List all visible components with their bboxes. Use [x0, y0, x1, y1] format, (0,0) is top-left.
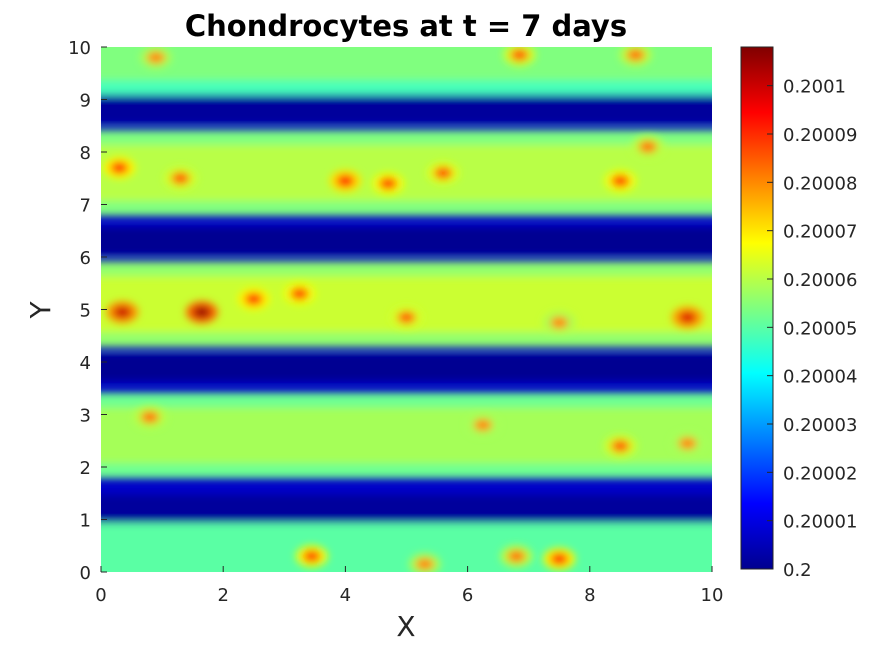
- y-tick-label-3: 3: [80, 406, 91, 427]
- colorbar-tick-label-7: 0.20007: [783, 222, 857, 243]
- y-axis-ticks: 0 1 2 3 4 5 6 7 8 9 10: [68, 38, 107, 584]
- heat-trough-0: [101, 495, 712, 523]
- colorbar-tick-label-2: 0.20002: [783, 463, 857, 484]
- colorbar-tick-label-8: 0.20008: [783, 173, 857, 194]
- hotspot-2: [244, 293, 263, 305]
- hotspot-7: [110, 161, 129, 174]
- x-tick-label-4: 8: [584, 585, 595, 606]
- colorbar-tick-label-3: 0.20003: [783, 415, 857, 436]
- hotspot-21: [550, 552, 569, 565]
- hotspot-0: [113, 306, 132, 319]
- x-tick-label-5: 10: [701, 585, 724, 606]
- colorbar-tick-label-5: 0.20005: [783, 318, 857, 339]
- hotspot-11: [434, 167, 453, 179]
- heatmap-plot-area: [101, 47, 712, 572]
- y-tick-label-5: 5: [80, 301, 91, 322]
- colorbar-frame: [740, 46, 774, 570]
- x-tick-label-3: 6: [462, 585, 473, 606]
- colorbar-tick-label-9: 0.20009: [783, 125, 857, 146]
- y-tick-label-1: 1: [80, 511, 91, 532]
- hotspot-10: [379, 177, 398, 190]
- y-tick-label-8: 8: [80, 143, 91, 164]
- heat-trough-1: [101, 353, 712, 382]
- heat-band-core-4: [101, 47, 712, 81]
- hotspot-12: [611, 174, 630, 187]
- y-axis-label: Y: [24, 301, 57, 320]
- heat-trough-3: [101, 96, 712, 124]
- colorbar: 0.2 0.20001 0.20002 0.20003 0.20004 0.20005 0.…: [740, 46, 857, 581]
- hotspot-3: [290, 287, 309, 300]
- hotspot-6: [550, 316, 569, 329]
- hotspot-19: [611, 440, 630, 452]
- x-axis-label: X: [396, 610, 415, 643]
- colorbar-tick-label-6: 0.20006: [783, 270, 857, 291]
- colorbar-ticks: 0.2 0.20001 0.20002 0.20003 0.20004 0.20005 0.…: [767, 77, 857, 581]
- hotspot-9: [336, 174, 355, 187]
- heatmap-bands: [101, 47, 712, 572]
- colorbar-tick-label-10: 0.2001: [783, 77, 846, 98]
- colorbar-gradient: [741, 47, 773, 569]
- heat-trough-2: [101, 227, 712, 256]
- hotspot-24: [415, 558, 434, 571]
- y-tick-label-0: 0: [80, 563, 91, 584]
- y-tick-label-6: 6: [80, 248, 91, 269]
- x-axis-ticks: 0 2 4 6 8 10: [95, 566, 723, 606]
- x-tick-label-0: 0: [95, 585, 106, 606]
- hotspot-13: [638, 140, 657, 153]
- y-tick-label-2: 2: [80, 458, 91, 479]
- chart-title: Chondrocytes at t = 7 days: [185, 9, 627, 43]
- heatmap-hotspots: [103, 47, 704, 572]
- y-tick-label-10: 10: [68, 38, 91, 59]
- hotspot-8: [171, 172, 190, 185]
- hotspot-15: [626, 48, 645, 61]
- hotspot-22: [507, 550, 526, 563]
- hotspot-17: [140, 411, 159, 424]
- x-tick-label-1: 2: [217, 585, 228, 606]
- heat-band-core-0: [101, 523, 712, 572]
- colorbar-tick-label-4: 0.20004: [783, 367, 857, 388]
- hotspot-23: [302, 550, 321, 563]
- x-tick-label-2: 4: [340, 585, 351, 606]
- y-tick-label-4: 4: [80, 353, 91, 374]
- y-tick-label-9: 9: [80, 91, 91, 112]
- y-tick-label-7: 7: [80, 196, 91, 217]
- hotspot-4: [397, 311, 416, 324]
- colorbar-tick-label-1: 0.20001: [783, 512, 857, 533]
- hotspot-18: [473, 419, 492, 431]
- hotspot-16: [146, 51, 165, 64]
- hotspot-5: [678, 311, 697, 324]
- hotspot-14: [510, 48, 529, 61]
- hotspot-1: [192, 306, 211, 319]
- hotspot-20: [678, 437, 697, 450]
- colorbar-tick-label-0: 0.2: [783, 560, 812, 581]
